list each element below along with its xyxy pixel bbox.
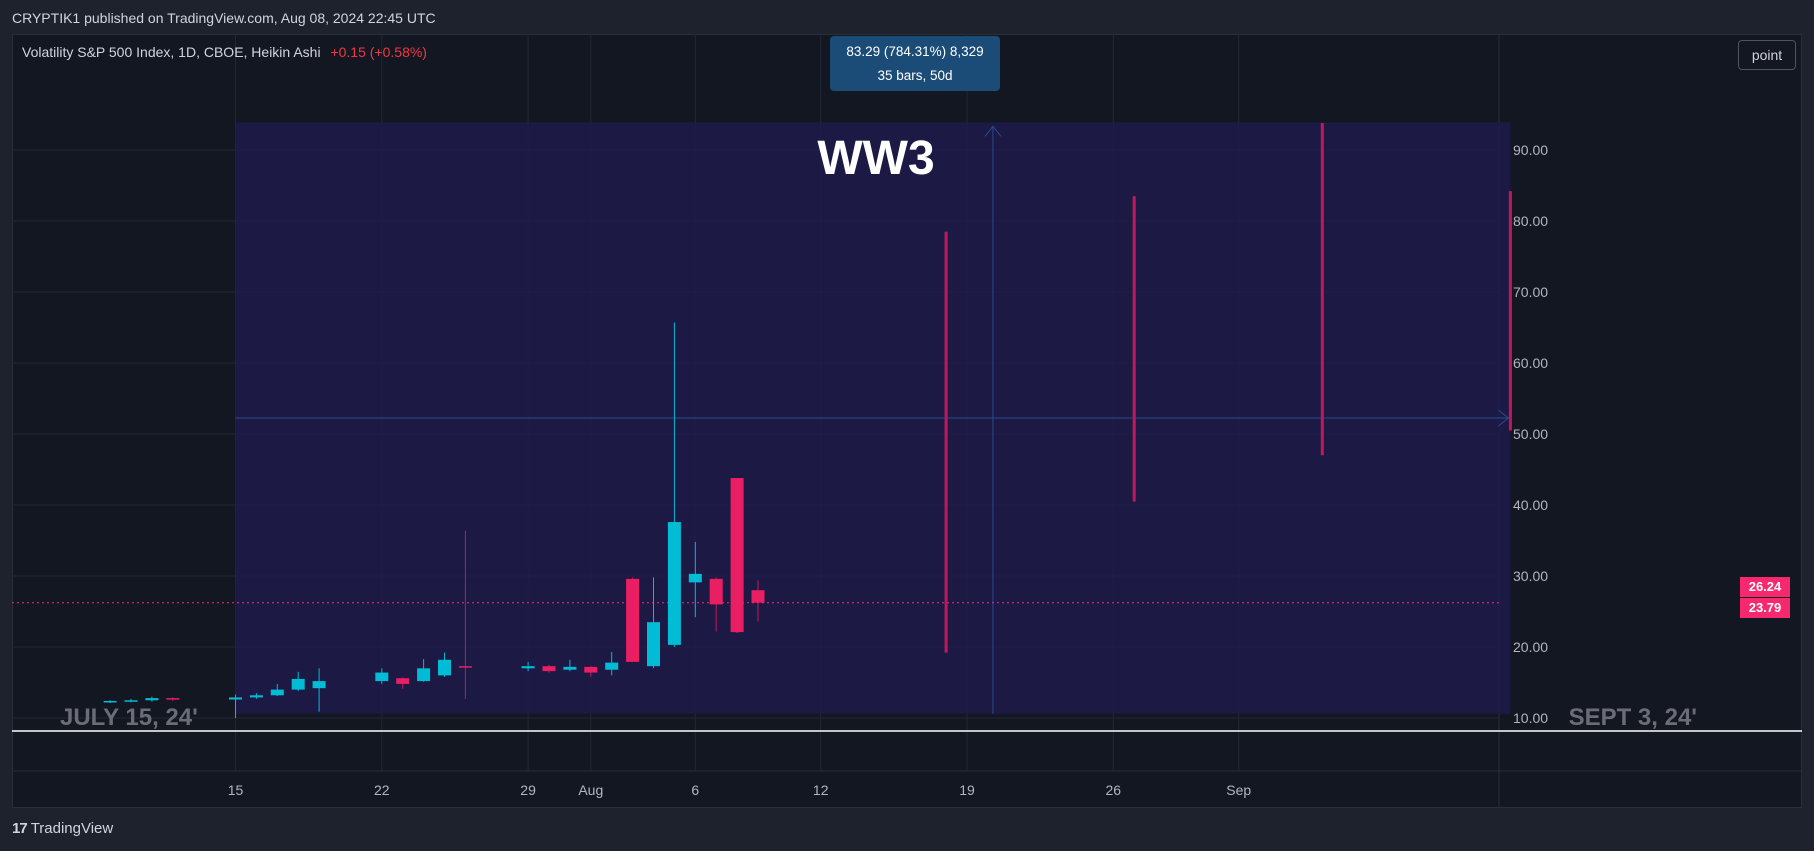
candle-body [270, 689, 284, 696]
measure-bars: 35 bars, 50d [877, 68, 953, 83]
last-price-tag: 26.24 [1740, 577, 1790, 597]
brand-name: TradingView [30, 820, 114, 837]
y-tick-label: 20.00 [1513, 639, 1548, 655]
candle-body [521, 666, 535, 669]
symbol-legend: Volatility S&P 500 Index, 1D, CBOE, Heik… [22, 44, 427, 60]
candle-body [647, 622, 660, 667]
price-chart[interactable]: 10.00 20.00 30.00 40.00 50.00 60.00 70.00 80.00… [12, 34, 1802, 808]
candle-body [291, 678, 305, 690]
x-tick-label: 22 [374, 782, 390, 798]
candle-body [584, 666, 598, 673]
footer-brand: 17 TradingView [12, 820, 113, 837]
left-date-label: JULY 15, 24' [60, 704, 198, 731]
candle-body [458, 666, 472, 668]
y-tick-label: 50.00 [1513, 426, 1548, 442]
ww3-label: WW3 [817, 132, 934, 185]
candle-body [751, 590, 765, 603]
y-tick-label: 90.00 [1513, 142, 1548, 158]
x-tick-label: 19 [959, 782, 975, 798]
candle-body [542, 666, 556, 672]
candle-body [417, 668, 431, 682]
candle-body [124, 700, 138, 702]
x-tick-label: 12 [813, 782, 829, 798]
y-tick-label: 30.00 [1513, 568, 1548, 584]
y-tick-label: 10.00 [1513, 710, 1548, 726]
x-tick-label: Sep [1226, 782, 1251, 798]
candle-body [312, 681, 326, 689]
x-tick-label: 26 [1106, 782, 1122, 798]
candle-body [166, 698, 180, 700]
candle-body [709, 578, 723, 605]
candle-body [605, 662, 619, 670]
y-tick-label: 40.00 [1513, 497, 1548, 513]
x-tick-label: 29 [520, 782, 536, 798]
candle-body [626, 578, 640, 662]
candle-body [396, 678, 410, 684]
candle-body [145, 698, 159, 701]
measure-value: 83.29 (784.31%) 8,329 [846, 44, 984, 59]
candle-body [730, 478, 744, 633]
y-tick-label: 70.00 [1513, 284, 1548, 300]
x-tick-label: 15 [228, 782, 244, 798]
publish-header: CRYPTIK1 published on TradingView.com, A… [12, 10, 436, 26]
x-tick-label: Aug [578, 782, 603, 798]
point-button[interactable]: point [1738, 40, 1796, 70]
symbol-title: Volatility S&P 500 Index, 1D, CBOE, Heik… [22, 44, 321, 60]
candle-body [375, 672, 389, 682]
candle-body [103, 700, 117, 703]
tradingview-logo-icon: 17 [12, 820, 28, 837]
candle-body [249, 695, 263, 698]
measure-arrow-right [1498, 409, 1510, 427]
candle-body [563, 666, 577, 670]
candle-body [229, 697, 242, 700]
prev-price-tag: 23.79 [1740, 598, 1790, 618]
measure-tooltip: 83.29 (784.31%) 8,329 35 bars, 50d [830, 36, 1000, 91]
y-tick-label: 80.00 [1513, 213, 1548, 229]
price-change: +0.15 (+0.58%) [330, 44, 427, 60]
candle-body [667, 522, 681, 645]
candle-body [438, 659, 451, 676]
right-date-label: SEPT 3, 24' [1569, 704, 1697, 731]
y-tick-label: 60.00 [1513, 355, 1548, 371]
candle-body [688, 573, 702, 583]
measure-arrow-up [984, 125, 1002, 137]
x-tick-label: 6 [691, 782, 699, 798]
